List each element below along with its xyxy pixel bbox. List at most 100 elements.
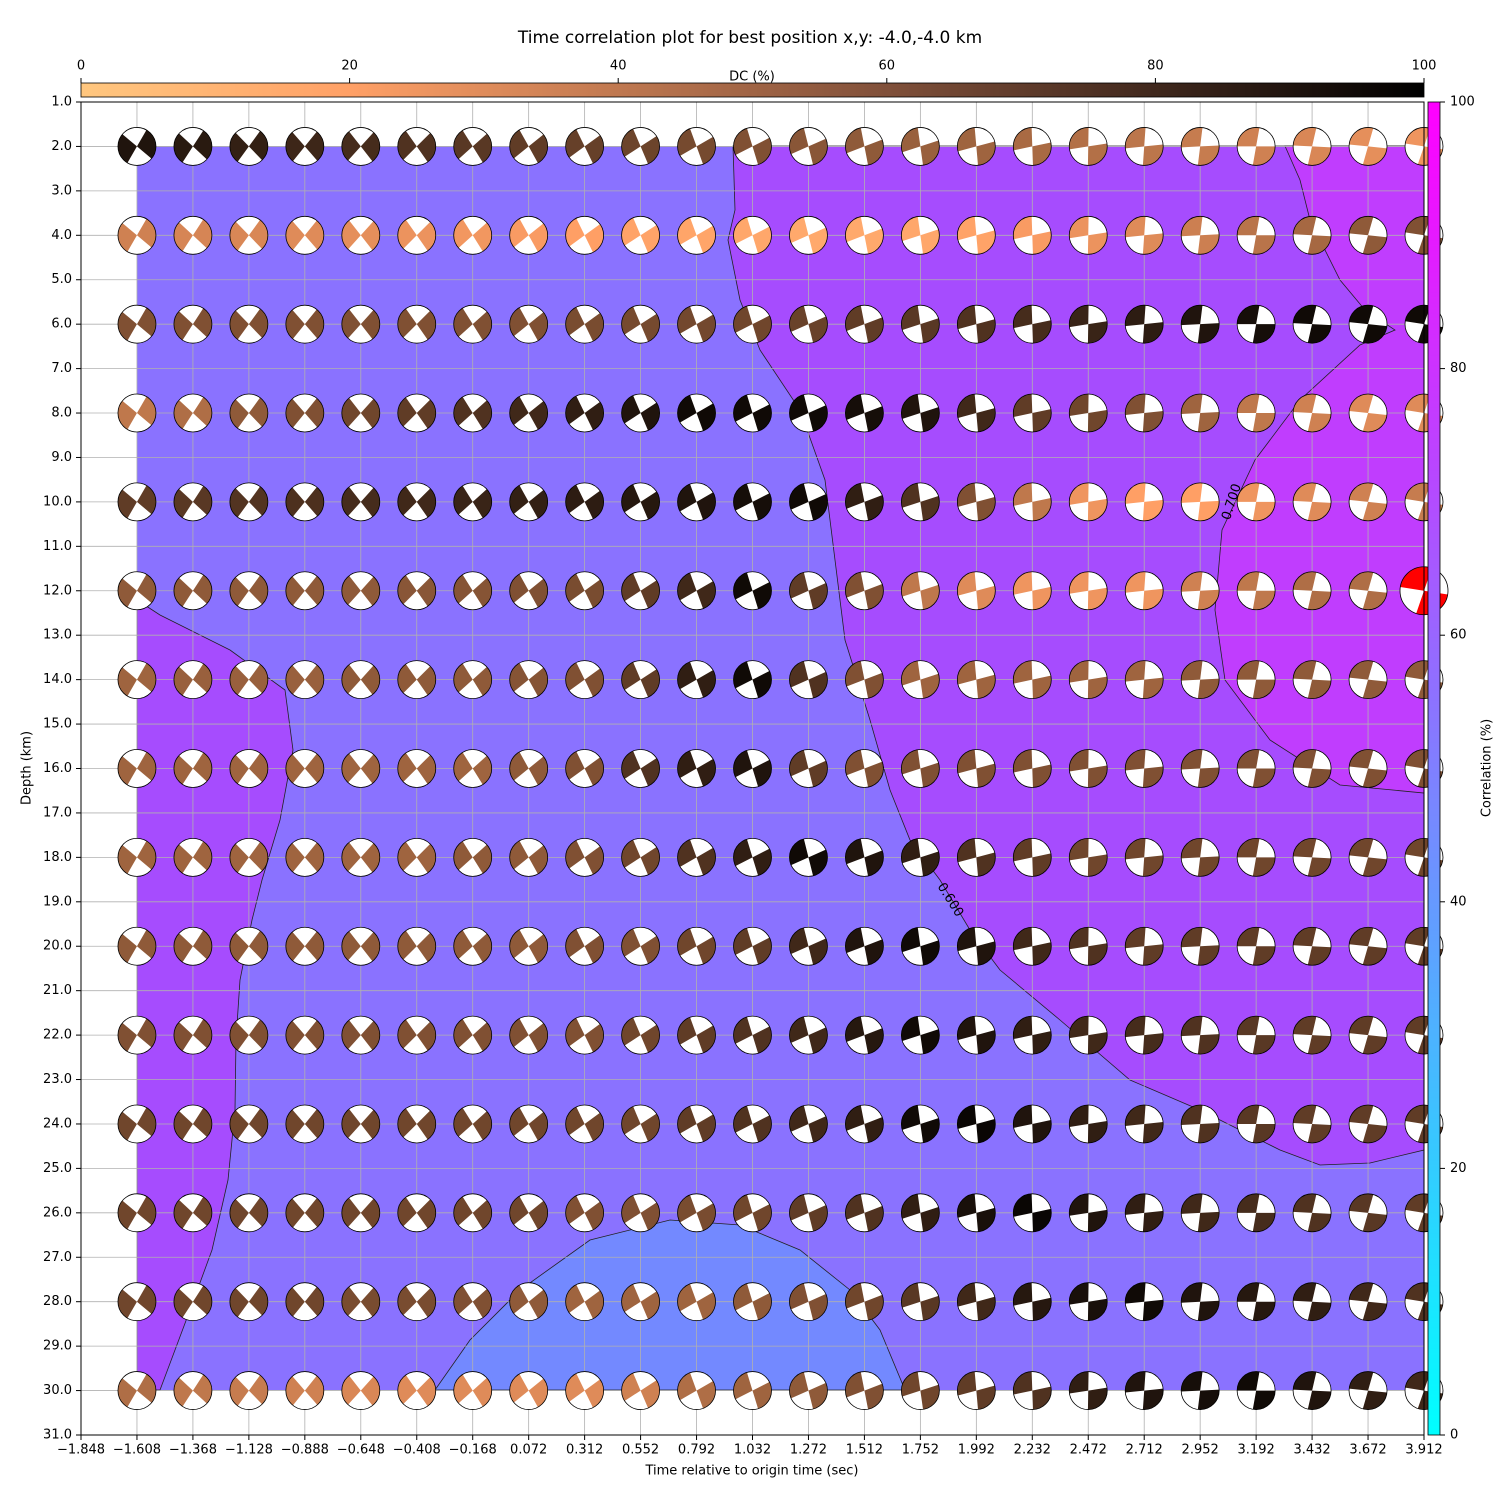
beachball: [1125, 127, 1164, 166]
beachball: [957, 127, 996, 166]
beachball-outline: [173, 1193, 213, 1233]
beachball: [957, 838, 996, 877]
beachball: [229, 1286, 268, 1318]
beachball-outline: [1348, 1371, 1388, 1410]
beachball-outline: [1180, 127, 1220, 166]
beachball-outline: [1348, 749, 1388, 788]
beachball: [1069, 216, 1108, 255]
beachball-outline: [1012, 926, 1052, 966]
beachball: [1237, 1016, 1276, 1055]
beachball: [789, 216, 828, 254]
beachball: [1349, 1282, 1387, 1321]
beachball: [117, 218, 156, 252]
y-tick-label: 26.0: [43, 1205, 72, 1220]
beachball-outline: [845, 1104, 884, 1144]
beachball: [901, 127, 940, 166]
beachball: [1181, 1016, 1220, 1055]
beachball: [621, 306, 660, 342]
beachball-outline: [900, 571, 940, 611]
beachball: [1013, 571, 1052, 610]
beachball-outline: [1012, 304, 1052, 344]
beachball: [117, 1107, 156, 1141]
beachball: [1013, 749, 1052, 788]
beachball: [957, 1193, 996, 1232]
beachball: [509, 218, 548, 252]
beachball: [1349, 216, 1387, 255]
beachball: [957, 1371, 996, 1410]
beachball-outline: [845, 926, 884, 966]
beachball: [565, 1018, 604, 1053]
beachball-outline: [117, 1193, 157, 1233]
beachball: [677, 128, 716, 165]
beachball-outline: [733, 127, 772, 166]
beachball-outline: [1180, 1371, 1220, 1410]
beachball: [789, 127, 828, 165]
beachball-outline: [1124, 1015, 1164, 1055]
x-tick-label: −0.408: [393, 1443, 441, 1458]
corr-tick-label: 0: [1450, 1428, 1458, 1443]
beachball-outline: [173, 127, 213, 166]
beachball-outline: [845, 749, 884, 788]
beachball-outline: [1012, 1193, 1052, 1233]
beachball: [901, 394, 940, 432]
beachball: [901, 1016, 940, 1054]
beachball: [1013, 1282, 1052, 1321]
beachball-outline: [621, 571, 660, 611]
beachball: [341, 931, 380, 962]
beachball-outline: [845, 660, 884, 700]
beachball-outline: [509, 1104, 549, 1144]
beachball-outline: [117, 1015, 157, 1055]
beachball: [229, 219, 268, 251]
beachball: [341, 1197, 380, 1228]
dc-tick-label: 60: [879, 59, 896, 74]
beachball: [173, 1019, 212, 1052]
beachball: [173, 752, 212, 785]
beachball: [453, 130, 492, 163]
beachball: [1293, 1282, 1332, 1321]
beachball: [1181, 216, 1220, 255]
y-tick-label: 29.0: [43, 1339, 72, 1354]
beachball-outline: [1292, 1193, 1332, 1233]
beachball: [173, 1374, 212, 1407]
beachball: [1181, 394, 1220, 433]
beachball: [901, 1194, 940, 1232]
beachball-outline: [285, 926, 325, 966]
beachball-outline: [285, 1193, 325, 1233]
beachball: [1069, 1371, 1108, 1410]
beachball: [1069, 1282, 1108, 1321]
beachball-outline: [1180, 571, 1220, 611]
beachball: [341, 842, 380, 873]
beachball-outline: [1292, 837, 1332, 877]
beachball-outline: [341, 571, 381, 611]
beachball-outline: [565, 1193, 605, 1233]
beachball: [1237, 927, 1276, 966]
beachball: [565, 662, 604, 697]
beachball: [565, 1284, 604, 1319]
beachball-outline: [1180, 304, 1220, 344]
beachball: [565, 573, 604, 608]
beachball-outline: [117, 215, 157, 255]
y-tick-label: 15.0: [43, 717, 72, 732]
beachball: [1069, 394, 1108, 433]
beachball-outline: [1236, 1282, 1276, 1322]
beachball: [1125, 571, 1164, 610]
beachball-outline: [1068, 304, 1108, 344]
beachball: [1237, 1282, 1276, 1321]
beachball: [1349, 838, 1387, 877]
beachball: [1237, 838, 1276, 877]
beachball-outline: [453, 393, 493, 433]
dc-tick-label: 40: [610, 59, 627, 74]
beachball: [509, 396, 548, 430]
beachball: [509, 307, 548, 341]
beachball-outline: [1236, 482, 1276, 522]
beachball: [1237, 1104, 1276, 1143]
beachball: [117, 129, 156, 163]
beachball-outline: [621, 1371, 660, 1410]
beachball: [117, 307, 156, 341]
beachball: [1237, 216, 1276, 255]
beachball: [117, 1374, 156, 1408]
beachball-outline: [285, 127, 325, 166]
beachball-outline: [677, 660, 716, 700]
beachball-outline: [733, 1371, 772, 1410]
beachball: [1349, 394, 1387, 433]
